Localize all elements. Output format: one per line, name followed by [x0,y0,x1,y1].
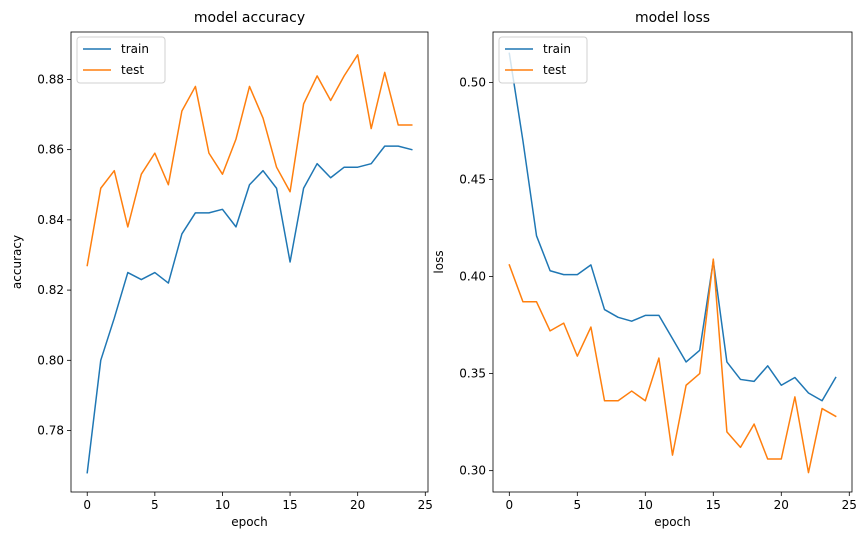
loss-axes-frame [492,31,853,493]
accuracy-chart: 0 5 10 15 20 25 0.78 0.80 0.82 0.84 0.86 0.88 model … [10,10,433,529]
accuracy-x-tick-label-15: 15 [282,498,297,512]
loss-y-tick-label-1: 0.35 [459,367,486,381]
accuracy-y-tick-label-1: 0.80 [37,353,64,367]
accuracy-legend-label-test: test [121,63,144,77]
accuracy-y-tick-label-2: 0.82 [37,283,64,297]
loss-chart: 0 5 10 15 20 25 0.30 0.35 0.40 0.45 0.50 model loss… [432,10,857,529]
loss-series-line-test [508,258,837,474]
accuracy-y-axis-label: accuracy [10,235,24,289]
accuracy-x-tick-label-20: 20 [350,498,365,512]
accuracy-y-tick-label-3: 0.84 [37,213,64,227]
accuracy-x-tick-label-10: 10 [215,498,230,512]
loss-x-tick-label-25: 25 [842,498,857,512]
loss-legend-label-test: test [543,63,566,77]
accuracy-y-tick-label-4: 0.86 [37,143,64,157]
accuracy-x-tick-label-25: 25 [418,498,433,512]
loss-y-tick-label-0: 0.30 [459,464,486,478]
accuracy-x-tick-label-0: 0 [83,498,91,512]
loss-y-tick-label-4: 0.50 [459,75,486,89]
accuracy-x-axis-label: epoch [231,515,268,529]
accuracy-legend-label-train: train [121,42,149,56]
loss-x-tick-label-10: 10 [638,498,653,512]
accuracy-legend: train test [76,36,166,84]
loss-x-tick-label-20: 20 [774,498,789,512]
accuracy-y-tick-label-5: 0.88 [37,72,64,86]
loss-x-tick-label-15: 15 [706,498,721,512]
accuracy-y-tick-label-0: 0.78 [37,424,64,438]
loss-legend: train test [498,36,588,84]
loss-x-axis-label: epoch [654,515,691,529]
loss-y-axis-label: loss [432,250,446,273]
loss-x-tick-label-0: 0 [505,498,513,512]
loss-y-tick-label-3: 0.45 [459,173,486,187]
loss-x-tick-label-5: 5 [573,498,581,512]
accuracy-axes-frame [70,31,429,493]
loss-legend-label-train: train [543,42,571,56]
accuracy-x-tick-label-5: 5 [151,498,159,512]
loss-series-line-train [508,52,837,402]
loss-y-tick-label-2: 0.40 [459,270,486,284]
accuracy-chart-title: model accuracy [194,10,305,26]
loss-chart-title: model loss [635,10,710,26]
